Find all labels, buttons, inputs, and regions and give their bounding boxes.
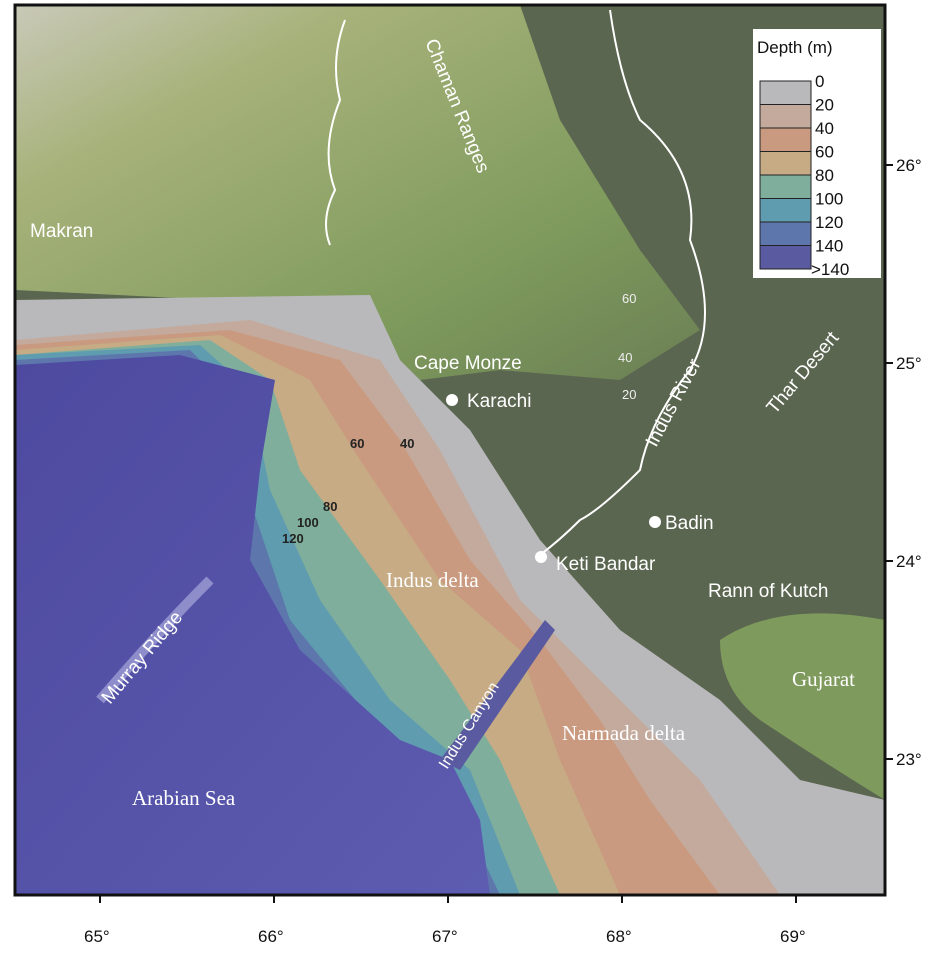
label-karachi: Karachi [467, 391, 531, 412]
contour-label: 80 [323, 499, 337, 514]
murray-ridge-feature [96, 576, 214, 704]
deep-sea [15, 355, 490, 895]
gujarat-relief [720, 613, 885, 800]
lon-tick-label: 69° [780, 927, 806, 946]
legend-swatch [759, 104, 812, 129]
map-frame [13, 3, 887, 897]
label-arabian-sea: Arabian Sea [132, 786, 236, 810]
legend-swatch [759, 80, 812, 105]
legend-label: >140 [811, 260, 849, 279]
contour-label: 120 [282, 531, 304, 546]
contour-label: 100 [297, 515, 319, 530]
legend-label: 0 [815, 72, 824, 91]
legend-swatch [759, 198, 812, 223]
label-gujarat: Gujarat [792, 667, 855, 691]
lon-tick-label: 65° [84, 927, 110, 946]
lat-tick-label: 26° [896, 156, 922, 175]
lon-tick-label: 66° [258, 927, 284, 946]
legend-swatch [759, 174, 812, 199]
mountain-relief [15, 5, 700, 380]
depth-legend: Depth (m) 0 20 40 60 80 100 120 140 >140 [753, 29, 881, 279]
legend-label: 140 [815, 237, 843, 256]
label-badin: Badin [665, 513, 714, 534]
legend-swatch [759, 245, 812, 270]
legend-label: 120 [815, 213, 843, 232]
lat-tick-label: 25° [896, 354, 922, 373]
lat-tick-label: 23° [896, 750, 922, 769]
keti-bandar-marker [535, 551, 547, 563]
karachi-marker [446, 394, 458, 406]
label-rann-of-kutch: Rann of Kutch [708, 581, 828, 602]
contour-label: 40 [400, 436, 414, 451]
contour-label: 40 [618, 350, 632, 365]
label-cape-monze: Cape Monze [414, 353, 522, 374]
legend-label: 40 [815, 119, 834, 138]
legend-label: 20 [815, 96, 834, 115]
legend-label: 100 [815, 190, 843, 209]
legend-swatch [759, 127, 812, 152]
lon-tick-label: 68° [606, 927, 632, 946]
indus-river-line [539, 9, 706, 556]
label-indus-delta: Indus delta [386, 568, 479, 592]
contour-label: 60 [350, 436, 364, 451]
badin-marker [649, 516, 661, 528]
lat-tick-label: 24° [896, 552, 922, 571]
legend-swatch [759, 151, 812, 176]
river [325, 19, 346, 246]
label-narmada-delta: Narmada delta [562, 721, 686, 745]
legend-swatch [759, 221, 812, 246]
legend-label: 60 [815, 143, 834, 162]
legend-label: 80 [815, 166, 834, 185]
legend-title: Depth (m) [757, 38, 833, 57]
label-makran: Makran [30, 221, 93, 242]
lon-tick-label: 67° [432, 927, 458, 946]
indus-canyon [440, 620, 555, 770]
contour-label: 20 [622, 387, 636, 402]
label-keti-bandar: Keti Bandar [556, 554, 656, 575]
contour-label: 60 [622, 291, 636, 306]
